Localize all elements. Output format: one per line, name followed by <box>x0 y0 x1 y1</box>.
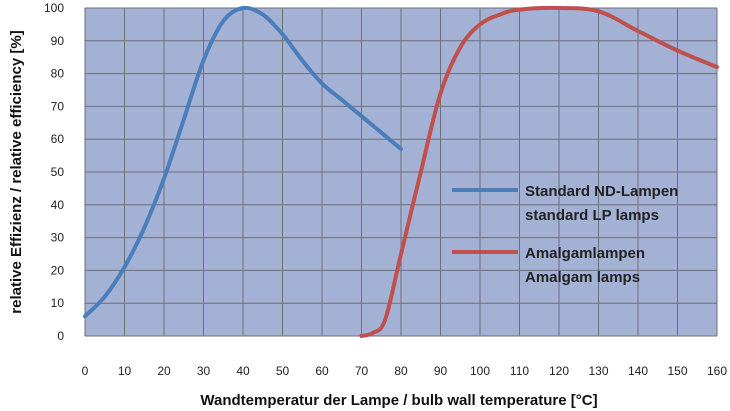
x-tick-label: 100 <box>470 364 490 378</box>
y-tick-labels: 0 10 20 30 40 50 60 70 80 90 100 <box>44 1 64 343</box>
y-tick-label: 0 <box>57 329 64 343</box>
y-tick-label: 30 <box>51 231 65 245</box>
series-line-amalgam <box>359 5 719 338</box>
y-tick-label: 60 <box>51 132 65 146</box>
legend-label-amalgam: Amalgamlampen <box>525 245 645 262</box>
y-tick-label: 50 <box>51 165 65 179</box>
x-axis-title: Wandtemperatur der Lampe / bulb wall tem… <box>200 392 597 409</box>
x-tick-label: 120 <box>549 364 569 378</box>
legend-label-amalgam-en: Amalgam lamps <box>525 269 640 286</box>
x-tick-label: 140 <box>628 364 648 378</box>
x-tick-label: 40 <box>236 364 250 378</box>
x-tick-label: 160 <box>707 364 727 378</box>
x-tick-label: 130 <box>588 364 608 378</box>
x-tick-label: 60 <box>315 364 329 378</box>
y-tick-label: 10 <box>51 296 65 310</box>
x-tick-label: 20 <box>157 364 171 378</box>
legend-label-standard: Standard ND-Lampen <box>525 183 678 200</box>
y-tick-label: 40 <box>51 198 65 212</box>
x-tick-label: 10 <box>118 364 132 378</box>
x-tick-label: 0 <box>82 364 89 378</box>
x-tick-label: 50 <box>276 364 290 378</box>
x-tick-label: 150 <box>667 364 687 378</box>
y-tick-label: 90 <box>51 34 65 48</box>
series-line-standard <box>83 5 403 319</box>
y-tick-label: 20 <box>51 263 65 277</box>
y-tick-label: 100 <box>44 1 64 15</box>
series-lines <box>83 5 719 338</box>
grid <box>84 7 718 337</box>
x-tick-labels: 0 10 20 30 40 50 60 70 80 90 100 110 120 130 140 150 160 <box>82 364 728 378</box>
x-tick-label: 70 <box>355 364 369 378</box>
y-tick-label: 80 <box>51 67 65 81</box>
x-tick-label: 90 <box>434 364 448 378</box>
y-tick-label: 70 <box>51 99 65 113</box>
x-tick-label: 110 <box>510 364 529 378</box>
x-tick-label: 30 <box>197 364 211 378</box>
legend: Standard ND-Lampen standard LP lamps Ama… <box>452 183 678 286</box>
y-axis-title: relative Effizienz / relative efficiency… <box>8 30 25 313</box>
legend-label-standard-en: standard LP lamps <box>525 207 659 224</box>
x-tick-label: 80 <box>394 364 408 378</box>
